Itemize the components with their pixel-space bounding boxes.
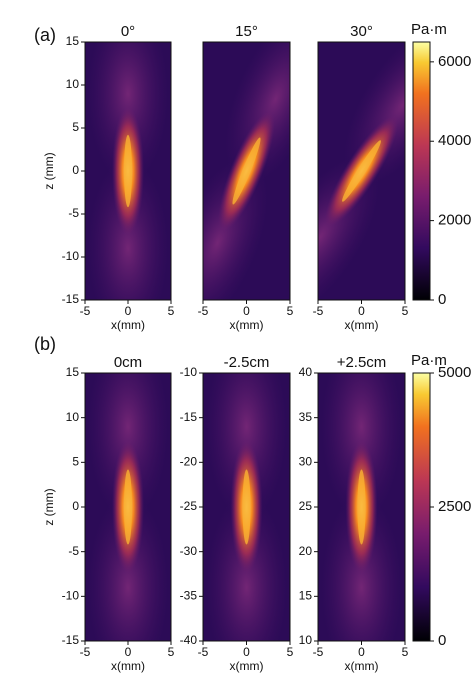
- y-tick-label: 35: [299, 410, 313, 424]
- focus-core: [124, 469, 132, 545]
- x-axis-label: x(mm): [345, 659, 379, 673]
- x-axis-label: x(mm): [230, 659, 264, 673]
- y-tick-label: -15: [62, 292, 80, 306]
- x-tick-label: 5: [168, 304, 175, 318]
- focus-core: [342, 140, 381, 202]
- colorbar-tick-label: 2000: [438, 212, 471, 229]
- y-tick-label: 5: [72, 455, 79, 469]
- y-tick-label: -5: [68, 206, 79, 220]
- y-tick-label: -10: [62, 589, 80, 603]
- x-tick-label: 5: [287, 304, 294, 318]
- colorbar-tick-label: 0: [438, 291, 446, 308]
- y-axis-label: z (mm): [42, 488, 56, 525]
- y-tick-label: -30: [180, 544, 198, 558]
- y-tick-label: 20: [299, 544, 313, 558]
- y-tick-label: -35: [180, 589, 198, 603]
- heatmap-image: [318, 373, 405, 641]
- x-tick-label: 0: [358, 304, 365, 318]
- chart-title: 0cm: [114, 354, 142, 371]
- heatmap-image: [203, 373, 290, 641]
- y-tick-label: -10: [180, 365, 198, 379]
- x-tick-label: 5: [402, 304, 409, 318]
- heatmap-pattern: [88, 373, 168, 641]
- y-tick-label: 10: [66, 77, 80, 91]
- chart-title: +2.5cm: [337, 354, 387, 371]
- y-tick-label: 0: [72, 499, 79, 513]
- y-tick-label: 10: [299, 633, 313, 647]
- colorbar-label: Pa·m: [411, 352, 447, 369]
- x-axis-label: x(mm): [230, 318, 264, 332]
- heatmap-pattern: [88, 42, 168, 300]
- x-tick-label: -5: [198, 304, 209, 318]
- x-axis-label: x(mm): [111, 318, 145, 332]
- heatmap-pattern: [321, 373, 402, 641]
- y-tick-label: -10: [62, 249, 80, 263]
- y-tick-label: -40: [180, 633, 198, 647]
- focus-core: [232, 137, 261, 205]
- heatmap-image: [203, 42, 290, 300]
- y-tick-label: 0: [72, 163, 79, 177]
- y-tick-label: 30: [299, 455, 313, 469]
- y-axis-label: z (mm): [42, 152, 56, 189]
- y-tick-label: 40: [299, 365, 313, 379]
- chart-title: 15°: [235, 23, 258, 40]
- y-tick-label: 15: [66, 365, 80, 379]
- x-tick-label: 0: [243, 304, 250, 318]
- heatmap-pattern: [203, 42, 290, 300]
- y-tick-label: -20: [180, 455, 198, 469]
- x-tick-label: 0: [125, 645, 132, 659]
- heatmap-pattern: [206, 373, 287, 641]
- colorbar-tick-label: 4000: [438, 132, 471, 149]
- x-tick-label: -5: [80, 645, 91, 659]
- focus-core: [357, 469, 366, 545]
- heatmap-pattern: [318, 42, 405, 300]
- y-tick-label: -25: [180, 499, 198, 513]
- heatmap-image: [85, 373, 171, 641]
- colorbar: [412, 41, 431, 301]
- focus-core: [124, 134, 132, 208]
- x-tick-label: 0: [358, 645, 365, 659]
- panel-label: (b): [34, 334, 56, 354]
- x-tick-label: 5: [287, 645, 294, 659]
- y-tick-label: -15: [180, 410, 198, 424]
- colorbar-tick-label: 5000: [438, 364, 471, 381]
- x-tick-label: -5: [80, 304, 91, 318]
- colorbar-tick-label: 0: [438, 632, 446, 649]
- heatmap-image: [318, 42, 405, 300]
- colorbar: [412, 372, 431, 642]
- x-tick-label: 0: [125, 304, 132, 318]
- y-tick-label: 15: [299, 589, 313, 603]
- x-axis-label: x(mm): [345, 318, 379, 332]
- x-axis-label: x(mm): [111, 659, 145, 673]
- x-tick-label: 5: [168, 645, 175, 659]
- y-tick-label: 10: [66, 410, 80, 424]
- y-tick-label: 5: [72, 120, 79, 134]
- x-tick-label: 0: [243, 645, 250, 659]
- y-tick-label: 25: [299, 499, 313, 513]
- colorbar-tick-label: 2500: [438, 498, 471, 515]
- x-tick-label: 5: [402, 645, 409, 659]
- y-tick-label: 15: [66, 34, 80, 48]
- panel-label: (a): [34, 25, 56, 45]
- chart-title: 30°: [350, 23, 373, 40]
- x-tick-label: -5: [198, 645, 209, 659]
- x-tick-label: -5: [313, 645, 324, 659]
- colorbar-label: Pa·m: [411, 21, 447, 38]
- focus-core: [242, 469, 251, 545]
- chart-title: -2.5cm: [224, 354, 270, 371]
- x-tick-label: -5: [313, 304, 324, 318]
- chart-title: 0°: [121, 23, 135, 40]
- y-tick-label: -15: [62, 633, 80, 647]
- y-tick-label: -5: [68, 544, 79, 558]
- colorbar-tick-label: 6000: [438, 53, 471, 70]
- heatmap-image: [85, 42, 171, 300]
